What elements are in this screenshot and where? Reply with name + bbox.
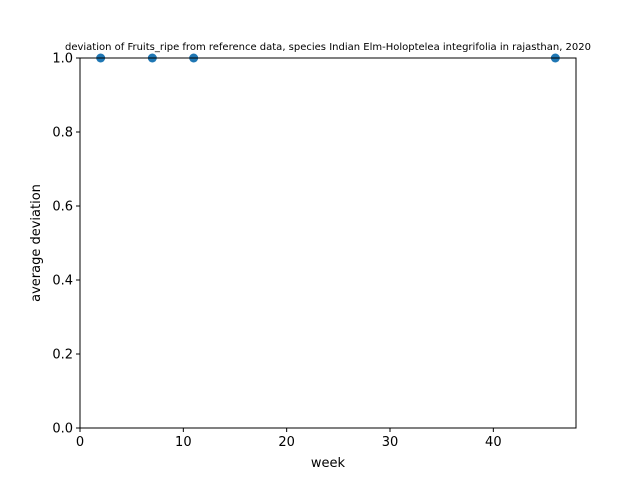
x-tick-label: 30 — [382, 435, 399, 450]
y-tick-label: 1.0 — [52, 52, 73, 67]
y-tick-label: 0.0 — [52, 422, 73, 437]
y-axis-label: average deviation — [29, 184, 44, 302]
y-tick-label: 0.6 — [52, 200, 73, 215]
x-tick-label: 20 — [278, 435, 295, 450]
x-tick-label: 10 — [175, 435, 192, 450]
y-tick-label: 0.8 — [52, 126, 73, 141]
plot-frame — [79, 57, 577, 429]
chart-title: deviation of Fruits_ripe from reference … — [65, 42, 591, 53]
y-tick-label: 0.4 — [52, 274, 73, 289]
x-tick-label: 40 — [485, 435, 502, 450]
x-axis-ticks: 0 10 20 30 40 — [76, 428, 502, 450]
y-tick-label: 0.2 — [52, 348, 73, 363]
x-axis-label: week — [311, 456, 346, 471]
y-axis-ticks: 0.0 0.2 0.4 0.6 0.8 1.0 — [52, 52, 80, 437]
x-tick-label: 0 — [76, 435, 84, 450]
